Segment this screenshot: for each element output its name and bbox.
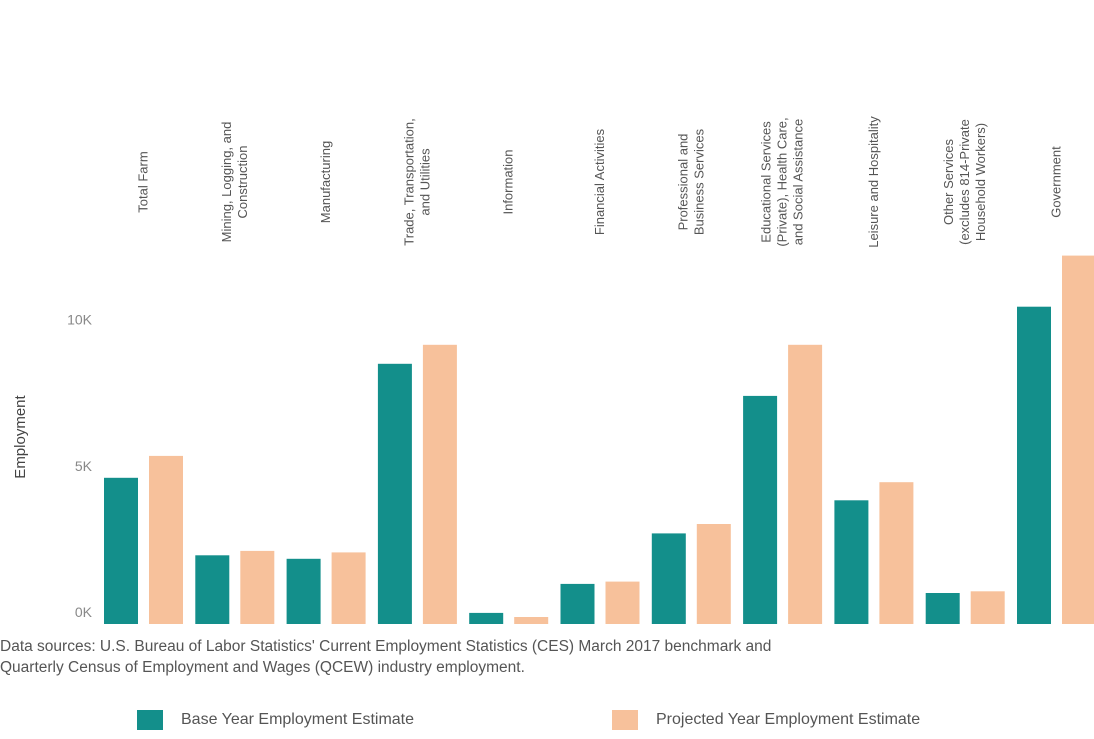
- bar-base-year: [560, 583, 595, 624]
- employment-chart: Total Farm Mining, Logging, and Constructi…: [12, 116, 1094, 624]
- bar-base-year: [834, 500, 869, 624]
- bar-base-year: [286, 558, 321, 624]
- category-label: Leisure and Hospitality: [866, 116, 881, 248]
- data-source-note: Data sources: U.S. Bureau of Labor Stati…: [0, 636, 1094, 678]
- bar-projected-year: [788, 344, 823, 624]
- category-labels: Total Farm Mining, Logging, and Constructi…: [136, 116, 1064, 248]
- category-label-line: Business Services: [691, 128, 706, 235]
- category-label-line: Household Workers): [973, 123, 988, 241]
- bar-projected-year: [149, 455, 183, 624]
- y-tick-label: 10K: [67, 312, 93, 328]
- category-label-line: Government: [1049, 146, 1064, 218]
- bar-base-year: [743, 395, 778, 624]
- data-source-line-1: Data sources: U.S. Bureau of Labor Stati…: [0, 638, 772, 655]
- bar-base-year: [925, 593, 960, 624]
- category-label: Other Services (excludes 814-Private House…: [941, 119, 988, 245]
- category-label-line: (excludes 814-Private: [957, 119, 972, 245]
- category-label-line: Leisure and Hospitality: [866, 116, 881, 248]
- bar-projected-year: [1062, 255, 1094, 624]
- category-label-line: Total Farm: [136, 151, 151, 212]
- category-label-line: (Private), Health Care,: [775, 117, 790, 246]
- bar-base-year: [195, 555, 230, 624]
- category-label-line: Professional and: [675, 134, 690, 231]
- bar-projected-year: [514, 617, 549, 624]
- category-label-line: Financial Activities: [592, 128, 607, 235]
- category-label: Information: [501, 149, 516, 214]
- category-label: Educational Services (Private), Health Ca…: [759, 117, 806, 246]
- bar-projected-year: [696, 524, 731, 624]
- bar-base-year: [651, 533, 686, 624]
- bar-base-year: [1017, 306, 1051, 624]
- bars: [104, 255, 1094, 624]
- category-label: Mining, Logging, and Construction: [219, 122, 250, 243]
- legend-item-base: Base Year Employment Estimate: [137, 710, 414, 730]
- bar-projected-year: [879, 482, 914, 624]
- legend-label-base: Base Year Employment Estimate: [181, 711, 415, 728]
- category-label: Professional and Business Services: [675, 128, 706, 235]
- category-label: Government: [1049, 146, 1064, 218]
- category-label-line: Other Services: [941, 139, 956, 225]
- bar-projected-year: [240, 550, 275, 624]
- legend-item-projected: Projected Year Employment Estimate: [612, 710, 920, 730]
- category-label-line: Educational Services: [759, 121, 774, 243]
- legend-swatch-base: [137, 710, 163, 730]
- bar-projected-year: [605, 581, 640, 624]
- category-label-line: Mining, Logging, and: [219, 122, 234, 243]
- data-source-line-2: Quarterly Census of Employment and Wages…: [0, 659, 525, 676]
- y-tick-label: 5K: [75, 458, 93, 474]
- category-label-line: Manufacturing: [318, 141, 333, 223]
- legend-label-projected: Projected Year Employment Estimate: [656, 711, 921, 728]
- category-label: Trade, Transportation, and Utilities: [401, 118, 432, 245]
- y-axis: Employment 0K 5K 10K: [12, 312, 93, 620]
- bar-projected-year: [422, 344, 457, 624]
- bar-projected-year: [970, 591, 1005, 624]
- bar-projected-year: [331, 552, 366, 624]
- category-label: Financial Activities: [592, 128, 607, 235]
- category-label: Manufacturing: [318, 141, 333, 223]
- bar-base-year: [377, 363, 412, 624]
- category-label-line: Construction: [235, 146, 250, 219]
- bar-base-year: [104, 477, 138, 624]
- category-label-line: Trade, Transportation,: [401, 118, 416, 245]
- category-label-line: and Social Assistance: [791, 119, 806, 245]
- category-label-line: Information: [501, 149, 516, 214]
- category-label: Total Farm: [136, 151, 151, 212]
- y-tick-label: 0K: [75, 604, 93, 620]
- y-axis-label: Employment: [12, 394, 29, 478]
- bar-base-year: [469, 612, 504, 624]
- category-label-line: and Utilities: [417, 148, 432, 216]
- legend-swatch-projected: [612, 710, 638, 730]
